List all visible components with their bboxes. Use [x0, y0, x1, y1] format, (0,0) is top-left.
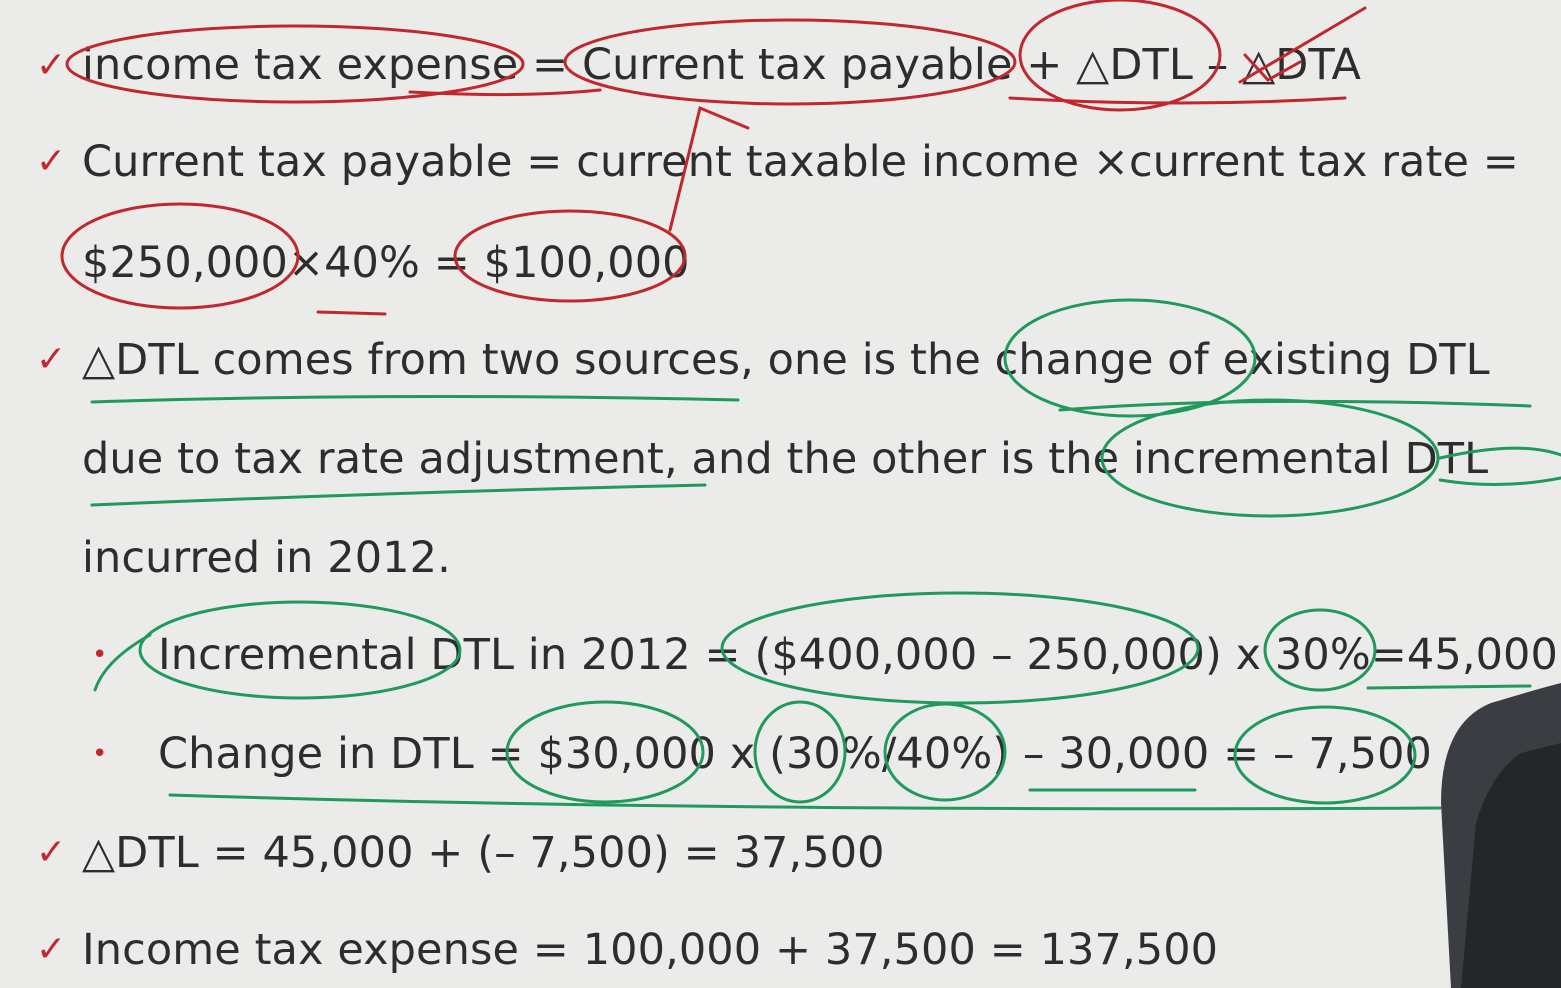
red-underline-40 [316, 310, 387, 316]
presenter-silhouette [1441, 683, 1561, 988]
red-underline [1008, 96, 1347, 105]
income-tax-expense-total-line: Income tax expense = 100,000 + 37,500 = … [82, 925, 1219, 975]
formula-income-tax-expense: income tax expense = Current tax payable… [82, 40, 1362, 90]
change-in-dtl-line: Change in DTL = $30,000 x (30%/40%) – 30… [158, 729, 1432, 779]
check-icon: ✓ [36, 141, 67, 182]
bullet-point: • [92, 640, 108, 670]
check-icon: ✓ [36, 929, 67, 970]
delta-dtl-sources-continued: due to tax rate adjustment, and the othe… [82, 434, 1489, 484]
green-underline-1 [90, 394, 740, 404]
bullet-point: • [92, 739, 108, 769]
green-underline-change-in-dtl [168, 793, 1442, 811]
current-tax-calculation: $250,000×40% = $100,000 [82, 238, 690, 288]
check-icon: ✓ [36, 339, 67, 380]
check-icon: ✓ [36, 832, 67, 873]
green-underline-2 [90, 483, 707, 507]
red-underline-small [408, 88, 602, 97]
delta-dtl-sources-end: incurred in 2012. [82, 533, 451, 583]
delta-dtl-sources-line: △DTL comes from two sources, one is the … [82, 335, 1490, 385]
delta-dtl-total-line: △DTL = 45,000 + (– 7,500) = 37,500 [82, 828, 885, 878]
incremental-dtl-line: Incremental DTL in 2012 = ($400,000 – 25… [158, 630, 1558, 680]
current-tax-payable-line: Current tax payable = current taxable in… [82, 137, 1519, 187]
green-underline-existing-dtl [1058, 399, 1532, 412]
presenter-video [1421, 683, 1561, 988]
check-icon: ✓ [36, 45, 67, 86]
